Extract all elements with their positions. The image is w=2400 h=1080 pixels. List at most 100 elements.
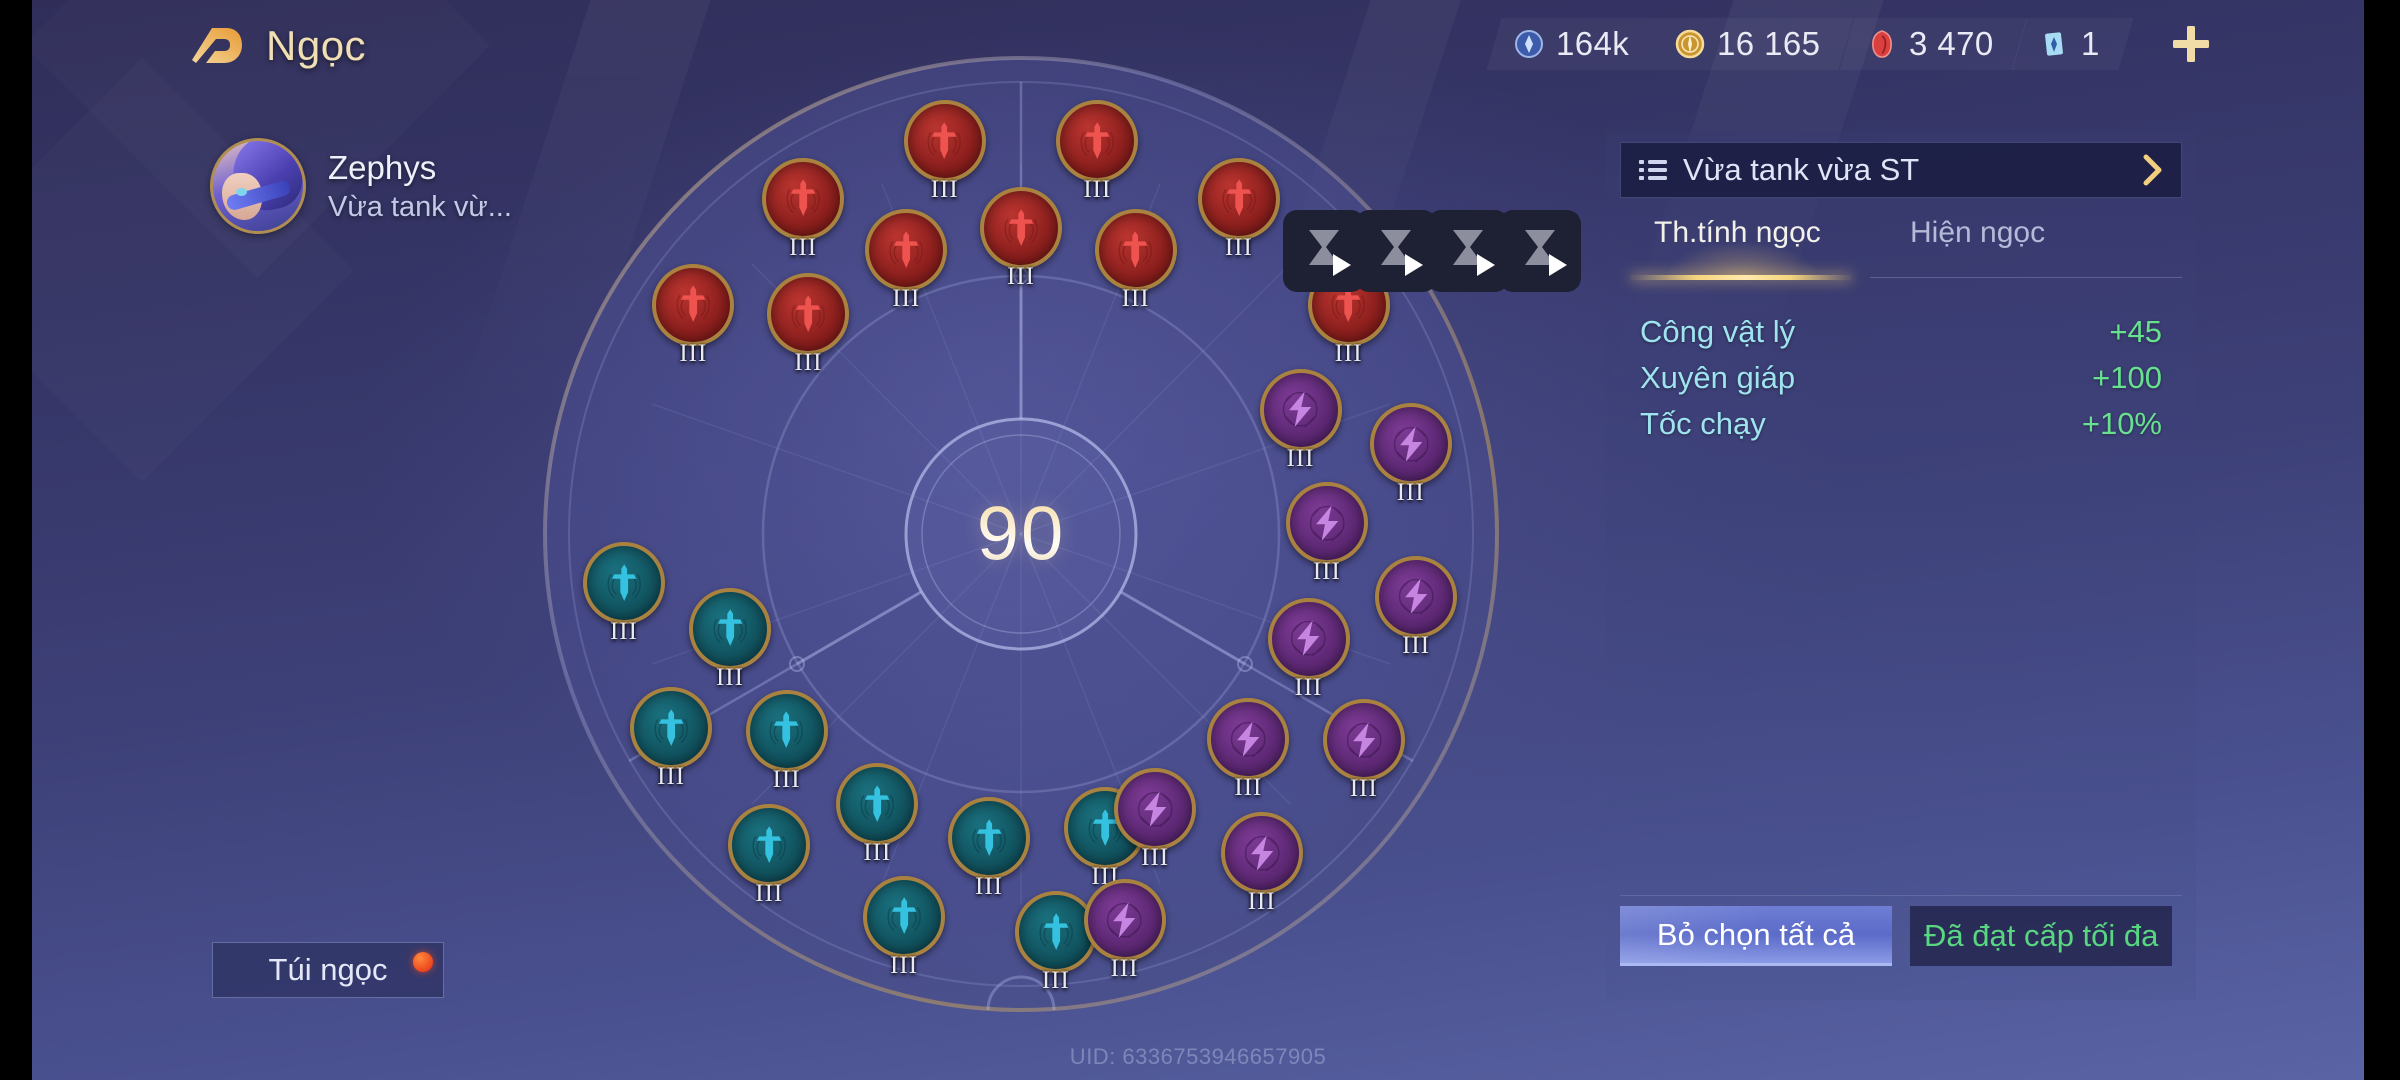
- hero-card[interactable]: Zephys Vừa tank vừ...: [210, 138, 512, 234]
- lightning-icon: [1137, 791, 1173, 828]
- sword-icon: [786, 179, 820, 217]
- currency-blue-ticket-value: 1: [2081, 25, 2100, 62]
- rune-slot-cyan-19[interactable]: III: [948, 797, 1030, 900]
- rune-slot-red-7[interactable]: III: [865, 209, 948, 312]
- panel-actions: Bỏ chọn tất cả Đã đạt cấp tối đa: [1620, 906, 2173, 966]
- sword-icon: [752, 825, 786, 863]
- rune-slot-purple-30[interactable]: III: [1114, 768, 1197, 871]
- sword-icon: [769, 711, 804, 749]
- lightning-icon: [1346, 722, 1382, 759]
- plus-icon[interactable]: [2168, 21, 2214, 67]
- rune-disc: [865, 209, 948, 292]
- rune-disc: [1094, 209, 1177, 292]
- lightning-icon: [1398, 578, 1434, 615]
- rune-disc: [1197, 157, 1280, 240]
- rune-slot-red-2[interactable]: III: [1056, 100, 1139, 203]
- list-icon: [1639, 160, 1667, 180]
- top-bar: Ngọc 164k 16 165: [32, 0, 2364, 92]
- hero-name: Zephys: [328, 148, 437, 186]
- total-rune-points: 90: [976, 491, 1066, 577]
- video-placeholder-3[interactable]: [1427, 210, 1509, 292]
- hourglass-icon: [1309, 229, 1339, 265]
- rune-slot-purple-25[interactable]: III: [1083, 879, 1166, 982]
- rune-slot-red-8[interactable]: III: [980, 187, 1062, 290]
- stat-label: Công vật lý: [1640, 314, 1796, 349]
- currency-red-gem[interactable]: 3 470: [1839, 18, 2027, 70]
- rune-slot-purple-24[interactable]: III: [1220, 812, 1303, 915]
- rune-disc: [948, 797, 1030, 880]
- preset-name: Vừa tank vừa ST: [1683, 152, 1920, 187]
- rune-slot-cyan-17[interactable]: III: [745, 689, 828, 793]
- tab-rune-stats[interactable]: Th.tính ngọc: [1654, 216, 1821, 249]
- rune-slot-purple-26[interactable]: III: [1259, 368, 1342, 472]
- rune-disc: [1259, 368, 1342, 451]
- max-level-badge: Đã đạt cấp tối đa: [1910, 906, 2173, 966]
- stat-row: Công vật lý +45: [1640, 314, 2162, 360]
- currency-bar: 164k 16 165 3 470: [1486, 18, 2214, 70]
- rune-bag-button[interactable]: Túi ngọc: [212, 942, 444, 998]
- deselect-all-button[interactable]: Bỏ chọn tất cả: [1620, 906, 1892, 966]
- hero-info: Zephys Vừa tank vừ...: [328, 149, 512, 224]
- hourglass-icon: [1453, 229, 1483, 265]
- tab-show-runes[interactable]: Hiện ngọc: [1910, 216, 2046, 249]
- rune-slot-cyan-12[interactable]: III: [630, 686, 713, 790]
- page-title: Ngọc: [266, 22, 367, 69]
- rune-disc: [582, 541, 665, 624]
- blue-crystal-icon: [1515, 30, 1544, 58]
- rune-slot-cyan-18[interactable]: III: [836, 763, 919, 866]
- sword-icon: [972, 819, 1006, 857]
- rune-slot-red-5[interactable]: III: [652, 263, 735, 367]
- rune-disc: [1369, 403, 1452, 486]
- notification-dot-icon: [413, 952, 433, 972]
- rune-disc: [903, 100, 986, 183]
- sword-icon: [654, 709, 688, 746]
- rune-slot-red-1[interactable]: III: [903, 100, 986, 203]
- rune-slot-purple-29[interactable]: III: [1207, 697, 1290, 801]
- rune-disc: [1267, 597, 1350, 680]
- hourglass-icon: [1525, 229, 1555, 265]
- rune-slot-red-10[interactable]: III: [767, 272, 850, 376]
- rune-slot-purple-21[interactable]: III: [1369, 403, 1452, 506]
- rune-bag-label: Túi ngọc: [268, 952, 388, 987]
- rune-wheel: III III III III III III III III III: [510, 14, 1532, 1054]
- sword-icon: [1331, 285, 1366, 323]
- rune-disc: [1083, 879, 1166, 962]
- preset-selector[interactable]: Vừa tank vừa ST: [1620, 142, 2182, 198]
- video-placeholder-4[interactable]: [1499, 210, 1581, 292]
- video-placeholder-2[interactable]: [1355, 210, 1437, 292]
- currency-blue-crystal[interactable]: 164k: [1486, 18, 1663, 70]
- video-placeholder-1[interactable]: [1283, 210, 1365, 292]
- blue-ticket-icon: [2045, 32, 2064, 56]
- panel-tabs: Th.tính ngọc Hiện ngọc: [1620, 216, 2182, 280]
- chevron-right-icon[interactable]: [2141, 154, 2163, 186]
- page-header: Ngọc: [182, 22, 366, 70]
- rune-disc: [762, 157, 845, 240]
- rune-slot-purple-22[interactable]: III: [1375, 555, 1458, 659]
- rune-slot-cyan-14[interactable]: III: [863, 875, 946, 979]
- uid-label: UID: 6336753946657905: [1069, 1044, 1327, 1069]
- lightning-icon: [1107, 902, 1142, 939]
- rune-slot-cyan-15[interactable]: III: [1014, 891, 1097, 994]
- rune-slot-red-9[interactable]: III: [1094, 209, 1177, 312]
- rune-disc: [1056, 100, 1139, 183]
- rune-slot-cyan-11[interactable]: III: [582, 541, 665, 645]
- rune-slot-red-3[interactable]: III: [762, 157, 845, 261]
- rune-slot-purple-27[interactable]: III: [1285, 482, 1368, 585]
- avatar[interactable]: [210, 138, 306, 234]
- rune-slot-purple-23[interactable]: III: [1322, 699, 1405, 802]
- rune-stats-list: Công vật lý +45 Xuyên giáp +100 Tốc chạy…: [1640, 314, 2162, 452]
- sword-icon: [1080, 122, 1114, 160]
- currency-gold-coin[interactable]: 16 165: [1647, 18, 1855, 70]
- play-icon: [1477, 254, 1495, 276]
- rune-slot-red-4[interactable]: III: [1197, 157, 1280, 261]
- rune-slot-cyan-16[interactable]: III: [688, 587, 771, 691]
- rune-slot-purple-28[interactable]: III: [1267, 597, 1350, 701]
- red-gem-icon: [1871, 30, 1892, 58]
- lightning-icon: [1291, 620, 1326, 657]
- currency-blue-ticket[interactable]: 1: [2011, 18, 2134, 70]
- rune-disc: [1114, 768, 1197, 851]
- rune-disc: [745, 689, 828, 772]
- sword-icon: [1004, 209, 1038, 246]
- rune-slot-cyan-13[interactable]: III: [728, 803, 811, 907]
